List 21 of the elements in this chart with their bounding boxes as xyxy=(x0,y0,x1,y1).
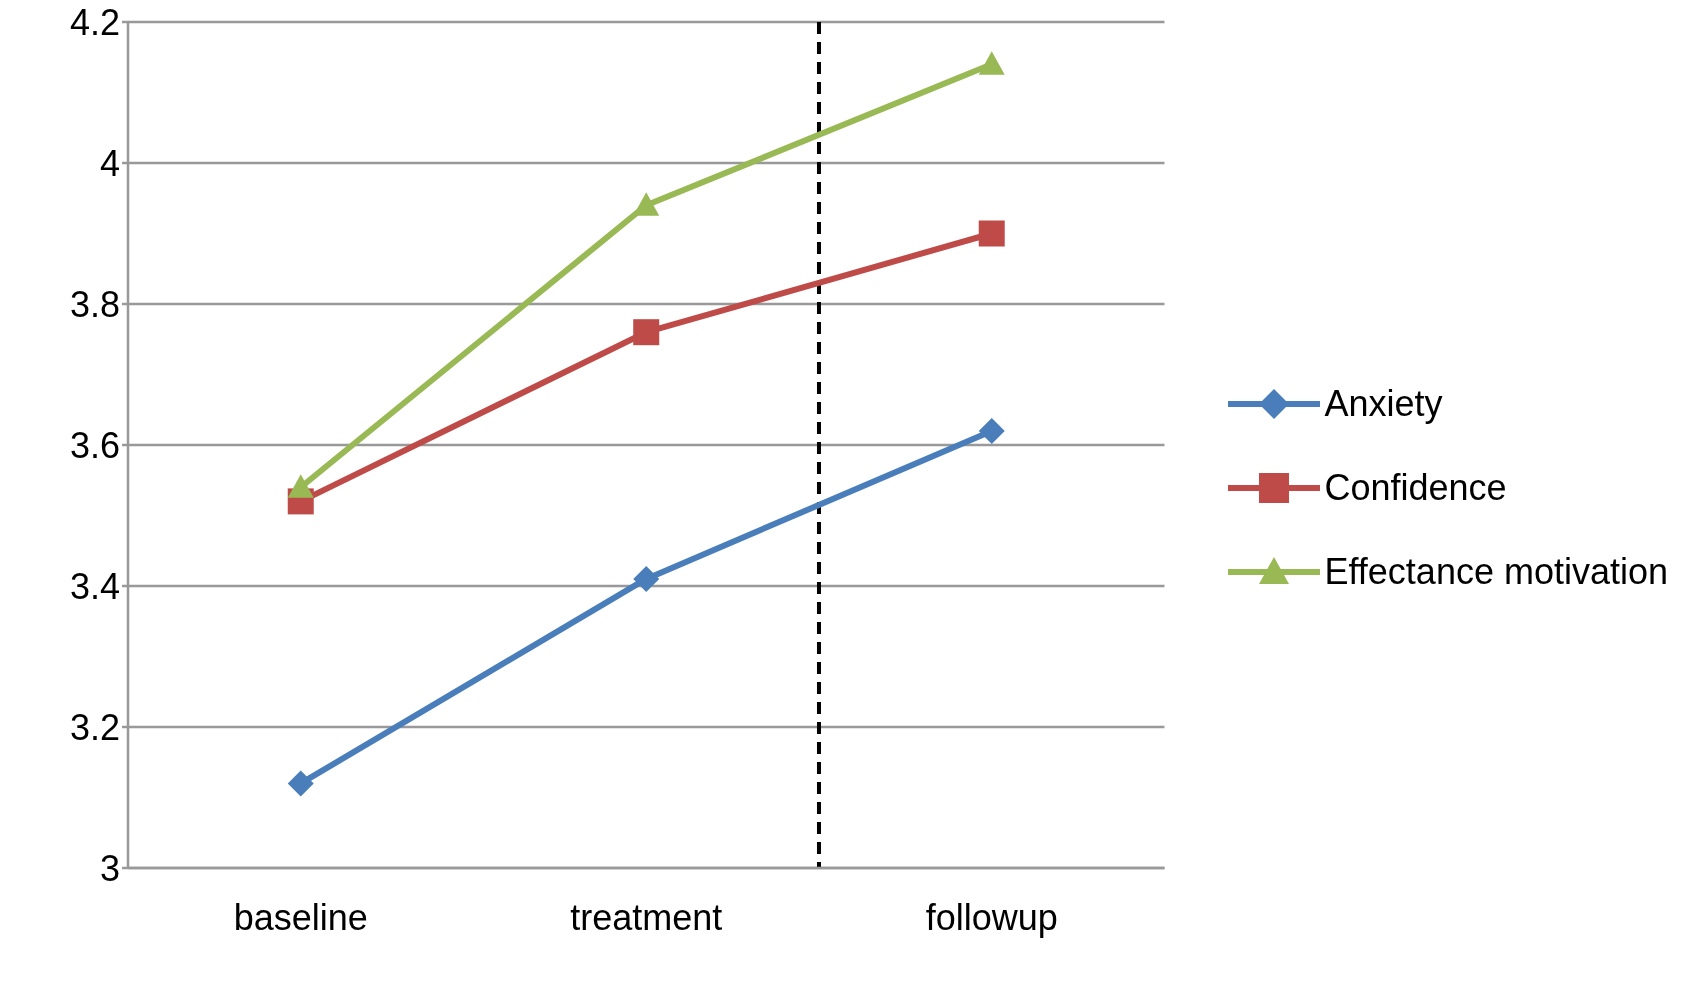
point xyxy=(287,474,314,498)
point xyxy=(633,192,660,216)
legend-label: Effectance motivation xyxy=(1324,551,1668,593)
point xyxy=(633,565,660,592)
point xyxy=(978,51,1005,75)
y-tick-label: 3.2 xyxy=(69,706,120,748)
y-tick-label: 3.6 xyxy=(69,424,120,466)
legend-label: Anxiety xyxy=(1324,383,1443,425)
y-tick-label: 3.4 xyxy=(69,565,120,607)
point xyxy=(978,417,1005,444)
x-tick-label: treatment xyxy=(570,896,723,938)
x-tick-label: followup xyxy=(925,896,1058,938)
legend-label: Confidence xyxy=(1324,467,1507,509)
x-tick-label: baseline xyxy=(233,896,368,938)
y-tick-label: 4.2 xyxy=(69,1,120,43)
y-tick-label: 3.8 xyxy=(69,283,120,325)
y-tick-label: 3 xyxy=(99,847,120,889)
point xyxy=(633,319,660,346)
point xyxy=(978,220,1005,247)
point xyxy=(287,770,314,797)
y-tick-label: 4 xyxy=(99,142,120,184)
